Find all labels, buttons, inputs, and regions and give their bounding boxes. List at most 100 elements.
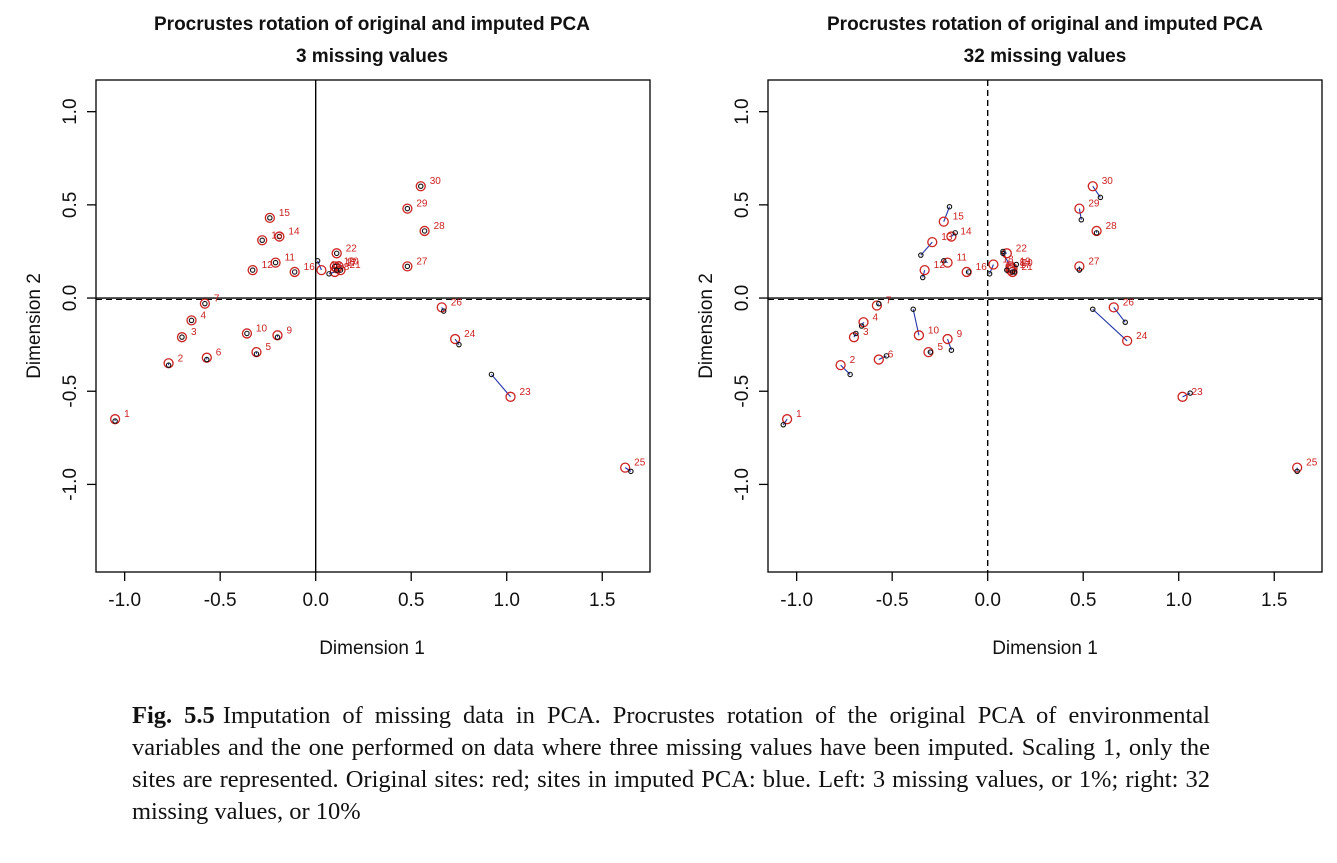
right-imputed-site-14	[952, 230, 958, 236]
right-imputed-site-7	[876, 300, 882, 307]
left-imputed-site-10	[244, 330, 250, 337]
left-site-label-19: 19	[344, 256, 356, 267]
right-original-site-14	[946, 231, 957, 242]
right-x-tick-label: 0.5	[1070, 590, 1096, 611]
right-x-tick-label: -1.0	[780, 590, 813, 611]
left-original-site-13	[257, 235, 268, 246]
left-x-tick-label: -1.0	[108, 590, 141, 611]
left-imputed-site-4	[188, 317, 195, 324]
right-imputed-site-10	[910, 306, 916, 312]
right-original-site-7	[871, 300, 883, 311]
right-residual-segment-26	[1113, 307, 1126, 323]
left-y-tick-label: 0.5	[60, 192, 81, 218]
left-site-label-22: 22	[346, 243, 358, 254]
left-x-tick-label: 1.5	[589, 590, 615, 611]
right-imputed-site-3	[853, 330, 859, 337]
left-x-tick-label: -0.5	[204, 590, 237, 611]
right-imputed-site-5	[927, 349, 934, 355]
left-original-site-10	[241, 328, 253, 339]
left-site-label-27: 27	[416, 256, 428, 267]
right-site-label-8: 8	[1020, 258, 1026, 269]
right-residual-segment-24	[1092, 308, 1128, 342]
left-imputed-site-6	[204, 356, 210, 363]
left-imputed-site-13	[259, 237, 265, 244]
right-original-site-2	[835, 359, 846, 371]
right-site-label-12: 12	[934, 260, 946, 271]
left-x-tick-label: 0.5	[398, 590, 424, 611]
right-site-label-15: 15	[953, 212, 965, 223]
left-site-label-6: 6	[216, 348, 222, 359]
left-imputed-site-18	[314, 258, 321, 264]
right-site-label-2: 2	[850, 355, 856, 366]
left-y-axis-label: Dimension 2	[24, 273, 45, 379]
left-imputed-site-3	[179, 334, 185, 340]
right-residual-segment-1	[782, 418, 788, 426]
right-imputed-site-20	[1013, 261, 1020, 268]
right-imputed-site-19	[1000, 250, 1006, 257]
figure-caption: Fig. 5.5 Imputation of missing data in PC…	[132, 700, 1210, 828]
right-imputed-site-25	[1294, 468, 1300, 475]
left-imputed-site-21	[337, 267, 344, 273]
right-site-label-19: 19	[1020, 256, 1032, 267]
left-x-axis-label: Dimension 1	[319, 638, 425, 659]
left-imputed-site-8	[326, 271, 332, 277]
left-imputed-site-2	[165, 362, 172, 368]
right-original-site-23	[1177, 391, 1188, 402]
left-chart-title: Procrustes rotation of original and impu…	[154, 14, 590, 35]
left-imputed-site-27	[404, 263, 411, 270]
right-chart-title: Procrustes rotation of original and impu…	[827, 14, 1263, 35]
right-plot-area: -1.0 -0.5 0.0 0.5 1.0 1.51.00.50.0-0.5-1.0123…	[732, 80, 1322, 611]
left-site-label-4: 4	[201, 310, 207, 321]
right-imputed-site-9	[948, 347, 955, 353]
left-original-site-24	[449, 333, 461, 345]
left-site-label-23: 23	[520, 387, 532, 398]
right-site-label-23: 23	[1192, 387, 1204, 398]
right-site-label-29: 29	[1088, 199, 1100, 210]
right-original-site-6	[873, 354, 884, 365]
left-original-site-22	[331, 248, 342, 259]
figure-label: Fig. 5.5	[132, 702, 215, 729]
left-site-label-24: 24	[464, 329, 476, 340]
left-imputed-site-26	[440, 308, 447, 314]
right-original-site-30	[1087, 181, 1098, 192]
left-imputed-site-23	[488, 371, 495, 378]
left-imputed-site-14	[276, 233, 283, 240]
left-site-label-9: 9	[286, 325, 292, 336]
right-imputed-site-15	[946, 203, 953, 210]
right-site-label-1: 1	[796, 409, 802, 420]
right-imputed-site-13	[918, 252, 924, 258]
right-site-label-16: 16	[976, 262, 988, 273]
right-site-label-22: 22	[1016, 243, 1028, 254]
left-imputed-site-16	[291, 269, 298, 275]
left-site-label-7: 7	[214, 294, 220, 305]
left-residual-segment-24	[454, 338, 460, 345]
left-site-label-17: 17	[346, 258, 358, 269]
left-site-label-8: 8	[344, 262, 350, 273]
right-site-label-4: 4	[873, 312, 879, 323]
right-imputed-site-6	[883, 353, 890, 359]
left-plot-area: -1.0 -0.5 0.0 0.5 1.0 1.51.00.50.0-0.5-1.0123…	[60, 80, 650, 611]
right-original-site-10	[913, 330, 925, 341]
left-original-site-23	[505, 391, 516, 402]
right-imputed-site-16	[965, 269, 972, 275]
left-original-site-30	[415, 181, 426, 192]
right-x-tick-label: 1.0	[1166, 590, 1192, 611]
right-imputed-site-22	[1000, 248, 1006, 255]
right-site-label-25: 25	[1306, 458, 1318, 469]
right-procrustes-chart: Procrustes rotation of original and impu…	[696, 14, 1323, 659]
left-site-label-10: 10	[256, 323, 268, 334]
left-imputed-site-25	[628, 468, 634, 475]
left-original-site-29	[402, 203, 413, 214]
left-site-label-2: 2	[178, 353, 184, 364]
right-y-tick-label: 1.0	[732, 98, 753, 124]
right-site-label-27: 27	[1088, 256, 1100, 267]
left-site-label-12: 12	[262, 260, 274, 271]
left-site-label-3: 3	[191, 327, 197, 338]
right-original-site-25	[1292, 462, 1303, 473]
left-site-label-1: 1	[124, 409, 130, 420]
left-site-label-25: 25	[634, 458, 646, 469]
right-imputed-site-29	[1078, 217, 1085, 223]
right-original-site-12	[919, 264, 930, 276]
left-site-label-28: 28	[434, 221, 446, 232]
right-original-site-13	[927, 236, 938, 248]
